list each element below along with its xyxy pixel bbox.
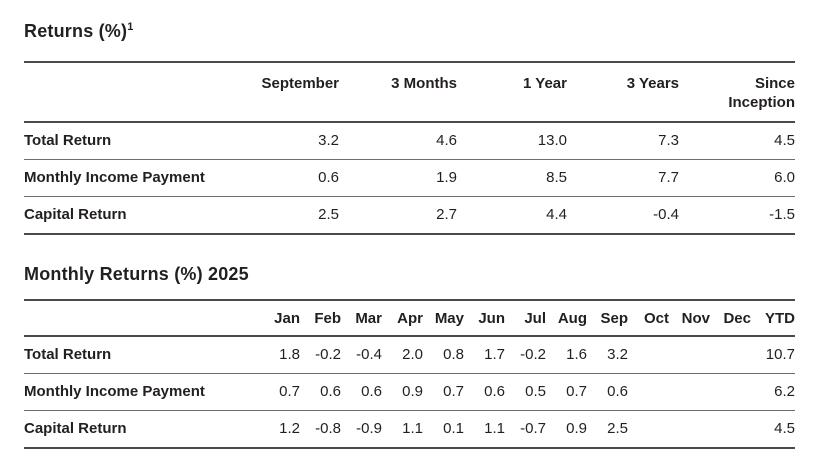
cell-value (628, 335, 669, 374)
table-row-monthly-income-payment: Monthly Income Payment 0.7 0.6 0.6 0.9 0… (24, 373, 795, 411)
cell-value: 0.6 (300, 373, 341, 411)
monthly-column-dec: Dec (710, 299, 751, 337)
row-label: Total Return (24, 335, 259, 374)
cell-value: 2.7 (339, 196, 457, 235)
cell-value (669, 373, 710, 411)
cell-value: -0.8 (300, 410, 341, 449)
returns-section: Returns (%)1 September 3 Months 1 Year 3… (24, 20, 795, 235)
row-label: Total Return (24, 121, 254, 160)
cell-value: 1.2 (259, 410, 300, 449)
monthly-column-feb: Feb (300, 299, 341, 337)
returns-column-3-months: 3 Months (339, 61, 457, 123)
cell-value: -0.4 (341, 335, 382, 374)
cell-value: -0.7 (505, 410, 546, 449)
cell-value (710, 373, 751, 411)
returns-column-september: September (254, 61, 339, 123)
cell-value: 4.5 (751, 410, 795, 449)
cell-value (669, 410, 710, 449)
cell-value: 1.1 (382, 410, 423, 449)
monthly-header-empty (24, 299, 259, 337)
cell-value (669, 335, 710, 374)
cell-value: 13.0 (457, 121, 567, 160)
cell-value (628, 373, 669, 411)
cell-value: 7.3 (567, 121, 679, 160)
cell-value: -1.5 (679, 196, 795, 235)
monthly-column-mar: Mar (341, 299, 382, 337)
cell-value (710, 410, 751, 449)
monthly-column-ytd: YTD (751, 299, 795, 337)
cell-value: 0.7 (546, 373, 587, 411)
cell-value: 4.4 (457, 196, 567, 235)
cell-value: 0.7 (259, 373, 300, 411)
cell-value: 6.2 (751, 373, 795, 411)
cell-value: 2.5 (587, 410, 628, 449)
monthly-column-oct: Oct (628, 299, 669, 337)
since-inception-label: Since Inception (728, 75, 795, 111)
returns-table: September 3 Months 1 Year 3 Years Since … (24, 61, 795, 235)
row-label: Monthly Income Payment (24, 373, 259, 411)
cell-value: 8.5 (457, 159, 567, 197)
cell-value: 2.5 (254, 196, 339, 235)
returns-column-1-year: 1 Year (457, 61, 567, 123)
cell-value (628, 410, 669, 449)
monthly-column-aug: Aug (546, 299, 587, 337)
cell-value: 1.8 (259, 335, 300, 374)
table-row-total-return: Total Return 1.8 -0.2 -0.4 2.0 0.8 1.7 -… (24, 335, 795, 374)
row-label: Capital Return (24, 410, 259, 449)
cell-value: 4.5 (679, 121, 795, 160)
monthly-column-nov: Nov (669, 299, 710, 337)
table-row-capital-return: Capital Return 1.2 -0.8 -0.9 1.1 0.1 1.1… (24, 410, 795, 449)
returns-header-empty (24, 61, 254, 123)
cell-value: 3.2 (587, 335, 628, 374)
cell-value: 1.6 (546, 335, 587, 374)
cell-value: 1.9 (339, 159, 457, 197)
cell-value: -0.4 (567, 196, 679, 235)
table-row-monthly-income-payment: Monthly Income Payment 0.6 1.9 8.5 7.7 6… (24, 159, 795, 197)
cell-value: 6.0 (679, 159, 795, 197)
cell-value: 0.5 (505, 373, 546, 411)
table-row-total-return: Total Return 3.2 4.6 13.0 7.3 4.5 (24, 121, 795, 160)
monthly-column-jul: Jul (505, 299, 546, 337)
cell-value: 1.7 (464, 335, 505, 374)
monthly-header-row: Jan Feb Mar Apr May Jun Jul Aug Sep Oct … (24, 299, 795, 337)
cell-value (710, 335, 751, 374)
returns-column-since-inception: Since Inception (679, 61, 795, 123)
cell-value: 0.8 (423, 335, 464, 374)
footnote-marker: 1 (127, 21, 134, 33)
monthly-column-jun: Jun (464, 299, 505, 337)
cell-value: 10.7 (751, 335, 795, 374)
cell-value: 3.2 (254, 121, 339, 160)
cell-value: 1.1 (464, 410, 505, 449)
cell-value: 0.9 (546, 410, 587, 449)
cell-value: -0.2 (505, 335, 546, 374)
cell-value: 0.1 (423, 410, 464, 449)
cell-value: 7.7 (567, 159, 679, 197)
cell-value: 0.7 (423, 373, 464, 411)
returns-header-row: September 3 Months 1 Year 3 Years Since … (24, 61, 795, 123)
returns-title-text: Returns (%) (24, 21, 128, 41)
monthly-column-jan: Jan (259, 299, 300, 337)
monthly-returns-title: Monthly Returns (%) 2025 (24, 264, 249, 284)
cell-value: 0.6 (341, 373, 382, 411)
row-label: Monthly Income Payment (24, 159, 254, 197)
row-label: Capital Return (24, 196, 254, 235)
returns-column-3-years: 3 Years (567, 61, 679, 123)
monthly-column-sep: Sep (587, 299, 628, 337)
cell-value: -0.9 (341, 410, 382, 449)
cell-value: 4.6 (339, 121, 457, 160)
monthly-returns-section: Monthly Returns (%) 2025 Jan Feb Mar Apr… (24, 263, 795, 449)
cell-value: 0.6 (464, 373, 505, 411)
monthly-column-may: May (423, 299, 464, 337)
cell-value: 0.9 (382, 373, 423, 411)
returns-title: Returns (%)1 (24, 20, 795, 42)
cell-value: 0.6 (254, 159, 339, 197)
cell-value: -0.2 (300, 335, 341, 374)
monthly-returns-table: Jan Feb Mar Apr May Jun Jul Aug Sep Oct … (24, 299, 795, 449)
cell-value: 2.0 (382, 335, 423, 374)
monthly-column-apr: Apr (382, 299, 423, 337)
cell-value: 0.6 (587, 373, 628, 411)
table-row-capital-return: Capital Return 2.5 2.7 4.4 -0.4 -1.5 (24, 196, 795, 235)
